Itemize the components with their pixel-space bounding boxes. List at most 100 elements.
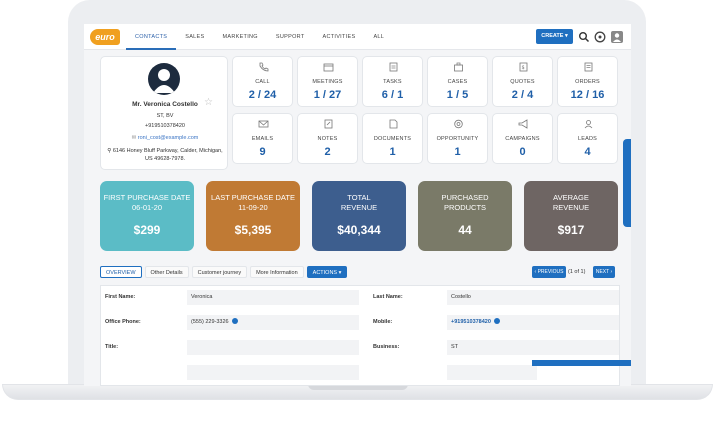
calendar-icon (323, 63, 334, 72)
nav-activities[interactable]: ACTIVITIES (322, 34, 356, 40)
star-icon[interactable]: ☆ (204, 97, 213, 108)
mobile-value: +919510378420 (451, 319, 491, 325)
next-button[interactable]: NEXT › (593, 266, 615, 278)
stat-campaigns[interactable]: CAMPAIGNS 0 (492, 113, 553, 164)
last-name-label: Last Name: (373, 294, 403, 300)
tab-more-information[interactable]: More Information (250, 266, 304, 278)
stat-label: TASKS (383, 79, 402, 85)
summary-sublabel: REVENUE (340, 203, 378, 212)
mobile-field[interactable]: +919510378420 (447, 315, 619, 330)
summary-sublabel: PRODUCTS (443, 203, 487, 212)
search-icon[interactable] (578, 31, 590, 43)
nav-all[interactable]: ALL (373, 34, 385, 40)
nav-marketing[interactable]: MARKETING (222, 34, 258, 40)
nav-sales[interactable]: SALES (185, 34, 205, 40)
main-nav: CONTACTS SALES MARKETING SUPPORT ACTIVIT… (126, 24, 393, 50)
nav-contacts[interactable]: CONTACTS (126, 24, 177, 50)
stat-cases[interactable]: CASES 1 / 5 (427, 56, 488, 107)
summary-value: $40,344 (337, 223, 381, 237)
stat-documents[interactable]: DOCUMENTS 1 (362, 113, 423, 164)
avatar (148, 63, 180, 95)
summary-label: PURCHASED (441, 193, 489, 202)
opportunity-icon (454, 119, 463, 129)
stat-label: CALL (255, 79, 270, 85)
business-label: Business: (373, 344, 400, 350)
notes-icon (324, 119, 333, 129)
person-icon (153, 69, 175, 93)
stat-label: EMAILS (251, 136, 274, 142)
summary-label: FIRST PURCHASE DATE (103, 193, 191, 202)
empty-field[interactable] (187, 365, 359, 380)
empty-field[interactable] (447, 365, 537, 380)
stat-notes[interactable]: NOTES 2 (297, 113, 358, 164)
orders-icon (584, 62, 593, 72)
summary-last-purchase: LAST PURCHASE DATE 11-09-20 $5,395 (206, 181, 300, 251)
tab-customer-journey[interactable]: Customer journey (191, 266, 248, 278)
app-logo[interactable]: euro (90, 29, 120, 45)
last-name-field[interactable]: Costello (447, 290, 619, 305)
business-field[interactable]: ST (447, 340, 619, 355)
stat-value: 9 (259, 146, 266, 158)
contact-company: ST, BV (156, 113, 174, 119)
summary-label: LAST PURCHASE DATE (211, 193, 295, 202)
user-icon[interactable] (611, 31, 623, 43)
stat-value: 4 (584, 146, 591, 158)
contact-name: Mr. Veronica Costello (132, 101, 198, 108)
stat-tasks[interactable]: TASKS 6 / 1 (362, 56, 423, 107)
call-icon[interactable] (231, 318, 238, 324)
first-name-field[interactable]: Veronica (187, 290, 359, 305)
summary-sublabel: 11-09-20 (238, 203, 268, 212)
page-count: (1 of 1) (568, 269, 586, 275)
envelope-icon: ✉ (131, 135, 138, 141)
stat-orders[interactable]: ORDERS 12 / 16 (557, 56, 618, 107)
nav-support[interactable]: SUPPORT (275, 34, 305, 40)
save-bar[interactable] (532, 360, 631, 366)
tab-other-details[interactable]: Other Details (144, 266, 189, 278)
svg-text:$: $ (522, 65, 525, 71)
office-phone-label: Office Phone: (105, 319, 141, 325)
summary-value: $917 (557, 223, 585, 237)
contact-details-form: First Name: Veronica Last Name: Costello… (100, 285, 620, 386)
office-phone-field[interactable]: (555) 229-3326 (187, 315, 359, 330)
previous-button[interactable]: ‹ PREVIOUS (532, 266, 566, 278)
help-icon[interactable] (594, 31, 606, 43)
stat-leads[interactable]: LEADS 4 (557, 113, 618, 164)
stat-opportunity[interactable]: OPPORTUNITY 1 (427, 113, 488, 164)
stat-label: LEADS (577, 136, 598, 142)
stat-quotes[interactable]: $ QUOTES 2 / 4 (492, 56, 553, 107)
office-phone-value: (555) 229-3326 (191, 319, 229, 325)
stat-call[interactable]: CALL 2 / 24 (232, 56, 293, 107)
call-icon[interactable] (493, 318, 500, 324)
stat-value: 2 / 24 (248, 89, 277, 101)
stat-emails[interactable]: EMAILS 9 (232, 113, 293, 164)
title-field[interactable] (187, 340, 359, 355)
side-panel-tab[interactable] (623, 139, 631, 227)
stat-label: NOTES (317, 136, 338, 142)
stat-meetings[interactable]: MEETINGS 1 / 27 (297, 56, 358, 107)
contact-address-line2: US 49628-7978. (144, 156, 186, 162)
stat-value: 12 / 16 (570, 89, 605, 101)
contact-email-row[interactable]: ✉ roni_cost@example.com (101, 135, 229, 141)
detail-tabs: OVERVIEW Other Details Customer journey … (100, 266, 350, 278)
location-pin-icon: ⚲ (107, 148, 113, 154)
summary-total-revenue: TOTAL REVENUE $40,344 (312, 181, 406, 251)
actions-dropdown[interactable]: ACTIONS ▾ (306, 266, 348, 278)
title-label: Title: (105, 344, 119, 350)
profile-card: ☆ Mr. Veronica Costello ST, BV +91951037… (100, 56, 228, 170)
stat-label: ORDERS (575, 79, 600, 85)
stat-label: CAMPAIGNS (505, 136, 540, 142)
tasks-icon (389, 62, 398, 72)
summary-purchased-products: PURCHASED PRODUCTS 44 (418, 181, 512, 251)
stat-value: 1 / 5 (446, 89, 469, 101)
laptop-notch (308, 384, 408, 390)
first-name-label: First Name: (105, 294, 136, 300)
create-button[interactable]: CREATE ▾ (536, 29, 573, 44)
tab-overview[interactable]: OVERVIEW (100, 266, 142, 278)
contact-email[interactable]: roni_cost@example.com (137, 135, 199, 141)
email-icon (258, 120, 269, 128)
summary-first-purchase: FIRST PURCHASE DATE 06-01-20 $299 (100, 181, 194, 251)
cases-icon (454, 62, 463, 72)
stat-label: QUOTES (510, 79, 535, 85)
top-bar: euro CONTACTS SALES MARKETING SUPPORT AC… (84, 24, 631, 50)
stat-label: OPPORTUNITY (436, 136, 479, 142)
